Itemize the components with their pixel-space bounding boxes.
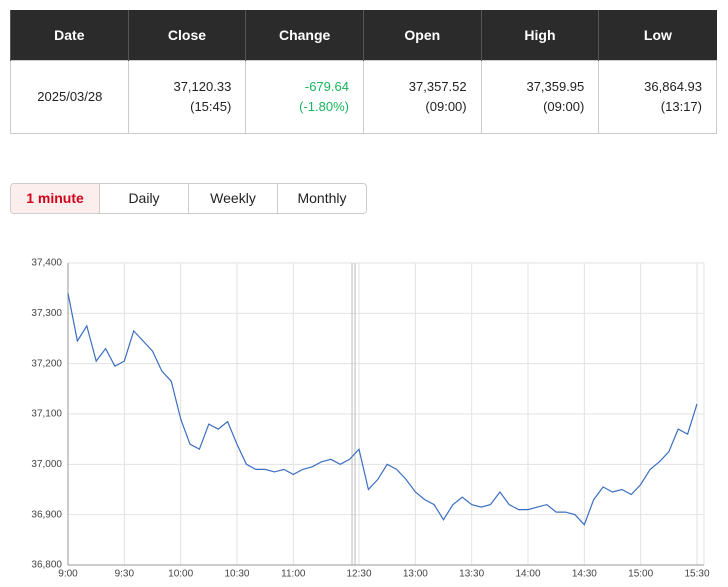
cell-sub: (15:45) — [190, 99, 232, 114]
cell: 36,864.93 (13:17) — [598, 60, 717, 134]
cell: 37,120.33 (15:45) — [127, 60, 247, 134]
header-row: Date Close Change Open High Low — [10, 10, 717, 61]
cell: 37,359.95 (09:00) — [480, 60, 600, 134]
chart: 36,800 36,900 37,000 37,100 37,200 37,300 37,4… — [31, 258, 710, 580]
cell-main: 37,359.95 — [526, 79, 585, 94]
y-tick-label: 37,200 — [31, 358, 62, 369]
x-tick-label: 9:00 — [58, 569, 78, 580]
cell-main: 36,864.93 — [644, 79, 702, 94]
data-row: 2025/03/28 37,120.33 (15:45) -679.64 (-1.8… — [10, 60, 717, 134]
cell-sub: (-1.80%) — [299, 99, 349, 114]
x-tick-label: 10:00 — [168, 569, 193, 580]
x-tick-label: 12:30 — [347, 569, 372, 580]
cell-main: 37,120.33 — [173, 79, 232, 94]
cell-sub: (09:00) — [543, 99, 585, 114]
x-tick-label: 11:00 — [281, 569, 306, 580]
cell-main: -679.64 — [304, 79, 349, 94]
x-tick-label: 15:00 — [628, 569, 653, 580]
x-tick-label: 13:30 — [459, 569, 484, 580]
x-tick-label: 9:30 — [115, 569, 135, 580]
y-tick-label: 36,800 — [31, 560, 62, 571]
period-tabs: 1 minute Daily Weekly Monthly — [10, 183, 367, 214]
header-cell: Low — [598, 10, 717, 61]
x-tick-label: 14:30 — [572, 569, 597, 580]
tab[interactable]: Daily — [99, 184, 188, 213]
y-tick-label: 37,100 — [31, 409, 62, 420]
y-tick-label: 37,000 — [31, 459, 62, 470]
price-line — [67, 293, 698, 526]
cell: 37,357.52 (09:00) — [362, 60, 482, 134]
y-tick-label: 37,400 — [31, 258, 62, 269]
cell: -679.64 (-1.80%) — [245, 60, 364, 134]
cell: 2025/03/28 — [10, 60, 129, 134]
quote-table: Date Close Change Open High Low 2025/03/… — [10, 10, 717, 134]
header-cell: High — [480, 10, 599, 61]
cell-sub: (09:00) — [425, 99, 467, 114]
x-tick-label: 14:00 — [515, 569, 540, 580]
tab[interactable]: 1 minute — [11, 184, 99, 213]
cell-main: 2025/03/28 — [37, 89, 103, 104]
y-tick-label: 36,900 — [31, 509, 62, 520]
tab[interactable]: Weekly — [188, 184, 277, 213]
x-tick-label: 10:30 — [224, 569, 249, 580]
cell-sub: (13:17) — [660, 99, 702, 114]
y-tick-label: 37,300 — [31, 308, 62, 319]
cell-main: 37,357.52 — [408, 79, 467, 94]
x-tick-label: 13:00 — [403, 569, 428, 580]
header-cell: Open — [362, 10, 482, 61]
header-cell: Date — [10, 10, 129, 61]
header-cell: Change — [245, 10, 364, 61]
header-cell: Close — [127, 10, 246, 61]
x-tick-label: 15:30 — [684, 569, 709, 580]
tab[interactable]: Monthly — [277, 184, 366, 213]
